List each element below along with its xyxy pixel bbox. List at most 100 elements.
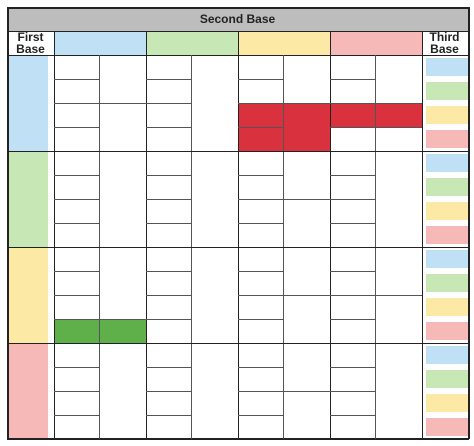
third-base-swatch-u (426, 346, 469, 364)
grid-line (330, 415, 375, 416)
grid-line (330, 295, 375, 296)
codon-cell (146, 391, 191, 415)
grid-line (283, 391, 330, 392)
codon-cell (146, 55, 191, 79)
codon-cell (146, 415, 191, 439)
third-base-swatch-u (426, 58, 469, 76)
amino-acid-cell (375, 127, 422, 151)
grid-line (54, 295, 99, 296)
amino-acid-cell (191, 343, 238, 439)
codon-cell (238, 127, 283, 151)
codon-cell (330, 175, 375, 199)
grid-line (238, 295, 283, 296)
amino-acid-cell (283, 103, 330, 151)
codon-cell (330, 415, 375, 439)
grid-line (54, 175, 99, 176)
codon-cell (330, 319, 375, 343)
codon-cell (146, 127, 191, 151)
grid-line (238, 127, 283, 128)
codon-cell (238, 271, 283, 295)
amino-acid-cell (283, 247, 330, 295)
grid-line (238, 367, 283, 368)
codon-cell (146, 343, 191, 367)
grid-line (468, 7, 470, 439)
grid-line (146, 367, 191, 368)
grid-line (54, 415, 99, 416)
grid-line (330, 103, 375, 104)
grid-line (7, 343, 469, 344)
grid-line (238, 271, 283, 272)
codon-cell (146, 367, 191, 391)
codon-cell (54, 295, 99, 319)
codon-cell (54, 103, 99, 127)
grid-line (330, 127, 375, 128)
amino-acid-cell (99, 319, 146, 343)
grid-line (54, 79, 99, 80)
grid-line (238, 31, 239, 439)
amino-acid-cell (191, 151, 238, 247)
codon-cell (54, 319, 99, 343)
page-title: Second Base (7, 7, 468, 31)
third-base-swatch-c (426, 274, 469, 292)
grid-line (283, 103, 330, 104)
codon-cell (146, 271, 191, 295)
second-base-a-swatch (238, 31, 330, 55)
codon-cell (54, 175, 99, 199)
grid-line (238, 175, 283, 176)
grid-line (54, 319, 99, 320)
codon-cell (54, 247, 99, 271)
codon-cell (238, 223, 283, 247)
grid-line (54, 223, 99, 224)
grid-line (330, 367, 375, 368)
codon-cell (330, 127, 375, 151)
codon-cell (330, 55, 375, 79)
codon-cell (330, 271, 375, 295)
codon-cell (238, 199, 283, 223)
third-base-swatch-g (426, 322, 469, 340)
first-base-a-swatch (7, 247, 48, 343)
codon-cell (330, 103, 375, 127)
grid-line (330, 79, 375, 80)
amino-acid-cell (283, 151, 330, 199)
codon-cell (146, 79, 191, 103)
grid-line (146, 199, 191, 200)
grid-line (238, 319, 283, 320)
codon-cell (238, 151, 283, 175)
amino-acid-cell (283, 343, 330, 391)
amino-acid-cell (283, 199, 330, 247)
grid-line (330, 175, 375, 176)
codon-cell (238, 319, 283, 343)
grid-line (146, 103, 191, 104)
third-base-swatch-a (426, 298, 469, 316)
amino-acid-cell (283, 55, 330, 103)
third-base-swatch-a (426, 202, 469, 220)
codon-cell (330, 295, 375, 319)
codon-cell (238, 175, 283, 199)
codon-cell (146, 199, 191, 223)
amino-acid-cell (375, 295, 422, 343)
codon-cell (146, 223, 191, 247)
grid-line (422, 31, 423, 439)
third-base-swatch-g (426, 130, 469, 148)
third-base-swatch-u (426, 154, 469, 172)
amino-acid-cell (375, 343, 422, 439)
grid-line (330, 223, 375, 224)
codon-cell (330, 151, 375, 175)
grid-line (330, 391, 375, 392)
grid-line (375, 295, 422, 296)
amino-acid-cell (99, 247, 146, 319)
codon-cell (330, 199, 375, 223)
grid-line (146, 31, 147, 439)
second-base-g-swatch (330, 31, 422, 55)
grid-line (238, 223, 283, 224)
codon-cell (238, 103, 283, 127)
codon-cell (54, 271, 99, 295)
third-base-header: Third Base (421, 31, 468, 55)
codon-cell (330, 79, 375, 103)
grid-line (238, 103, 283, 104)
grid-line (54, 103, 99, 104)
codon-cell (54, 55, 99, 79)
second-base-c-swatch (146, 31, 238, 55)
codon-cell (146, 295, 191, 319)
